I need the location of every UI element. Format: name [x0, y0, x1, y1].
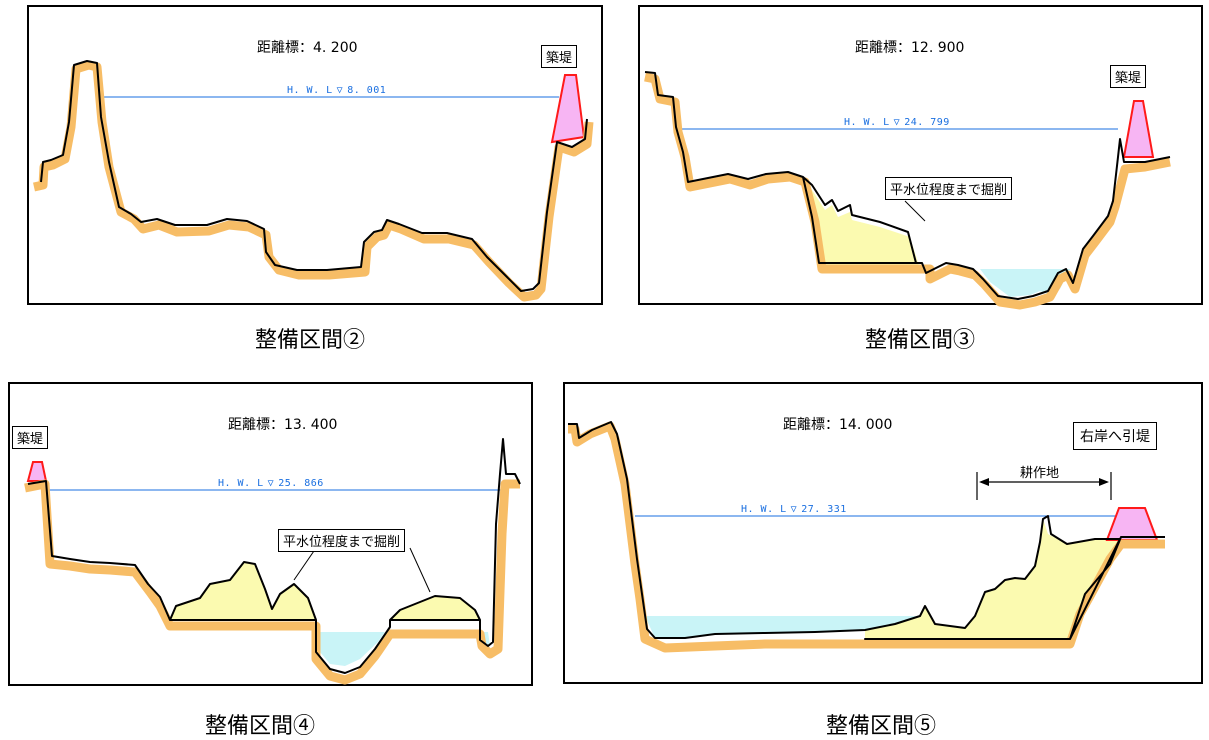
levee — [1122, 100, 1155, 158]
water-level-icon: ▽ — [336, 85, 344, 96]
section4-panel: 距離標：13. 400 H. W. L ▽ 25. 866 築堤 平水位程度まで掘削 — [8, 382, 533, 686]
section5-cross-section — [568, 421, 1165, 653]
distance-label: 距離標：14. 000 — [783, 417, 893, 433]
hwl-label: H. W. L ▽ 25. 866 — [218, 478, 324, 489]
riverbed-bank — [24, 479, 520, 685]
section2-cross-section — [33, 60, 594, 302]
riverbed-bank — [644, 72, 1171, 310]
hwl-value: 27. 331 — [801, 504, 847, 515]
hwl-text: H. W. L — [218, 478, 264, 489]
section3-caption: 整備区間③ — [865, 328, 976, 353]
distance-label: 距離標：13. 400 — [228, 417, 338, 433]
hwl-label: H. W. L ▽ 8. 001 — [287, 85, 386, 96]
arrow-left-icon — [979, 478, 989, 486]
leader-line-left — [293, 547, 317, 581]
section5-caption: 整備区間⑤ — [826, 714, 937, 739]
riverbed-ground — [40, 60, 588, 292]
hwl-text: H. W. L — [287, 85, 333, 96]
hwl-value: 24. 799 — [904, 117, 950, 128]
levee-label: 築堤 — [12, 426, 49, 449]
water-area — [316, 632, 385, 666]
water-area — [645, 616, 920, 638]
excavation-label: 平水位程度まで掘削 — [885, 177, 1013, 200]
leader-line — [904, 200, 926, 222]
riverbed-bank — [33, 60, 594, 302]
retreat-levee-label: 右岸へ引堤 — [1073, 422, 1157, 450]
section2-caption: 整備区間② — [255, 328, 366, 353]
hwl-label: H. W. L ▽ 24. 799 — [844, 117, 950, 128]
leader-line-right — [409, 547, 431, 593]
farmland-fill — [865, 519, 1120, 639]
riverbed-ground — [644, 71, 1171, 300]
distance-label: 距離標：12. 900 — [855, 40, 965, 56]
section4-cross-section — [24, 438, 521, 685]
hwl-value: 8. 001 — [347, 85, 387, 96]
section3-panel: 距離標：12. 900 H. W. L ▽ 24. 799 築堤 平水位程度まで掘削 — [638, 5, 1203, 310]
arrow-right-icon — [1099, 478, 1109, 486]
levee-label: 築堤 — [1110, 65, 1147, 88]
section2-panel: 距離標：4. 200 H. W. L ▽ 8. 001 築堤 — [27, 5, 603, 305]
excavation-area-left — [170, 562, 316, 620]
hwl-value: 25. 866 — [278, 478, 324, 489]
section5-panel: 距離標：14. 000 H. W. L ▽ 27. 331 右岸へ引堤 耕作地 — [563, 382, 1203, 684]
excavation-area — [810, 187, 920, 269]
section3-cross-section — [644, 71, 1171, 310]
water-level-icon: ▽ — [267, 478, 275, 489]
levee-label: 築堤 — [541, 45, 578, 68]
hwl-label: H. W. L ▽ 27. 331 — [741, 504, 847, 515]
levee — [26, 461, 48, 482]
levee — [1105, 507, 1159, 541]
farmland-label: 耕作地 — [1020, 466, 1060, 481]
excavation-area-right — [390, 596, 480, 620]
hwl-text: H. W. L — [844, 117, 890, 128]
riverbed-ground — [27, 438, 521, 674]
riverbed-bank — [568, 421, 1165, 653]
hwl-text: H. W. L — [741, 504, 787, 515]
distance-label: 距離標：4. 200 — [257, 40, 358, 56]
riverbed-ground — [568, 421, 1165, 640]
water-level-icon: ▽ — [893, 117, 901, 128]
levee — [550, 74, 586, 144]
section4-caption: 整備区間④ — [205, 714, 316, 739]
excavation-label: 平水位程度まで掘削 — [278, 529, 406, 552]
water-level-icon: ▽ — [790, 504, 798, 515]
